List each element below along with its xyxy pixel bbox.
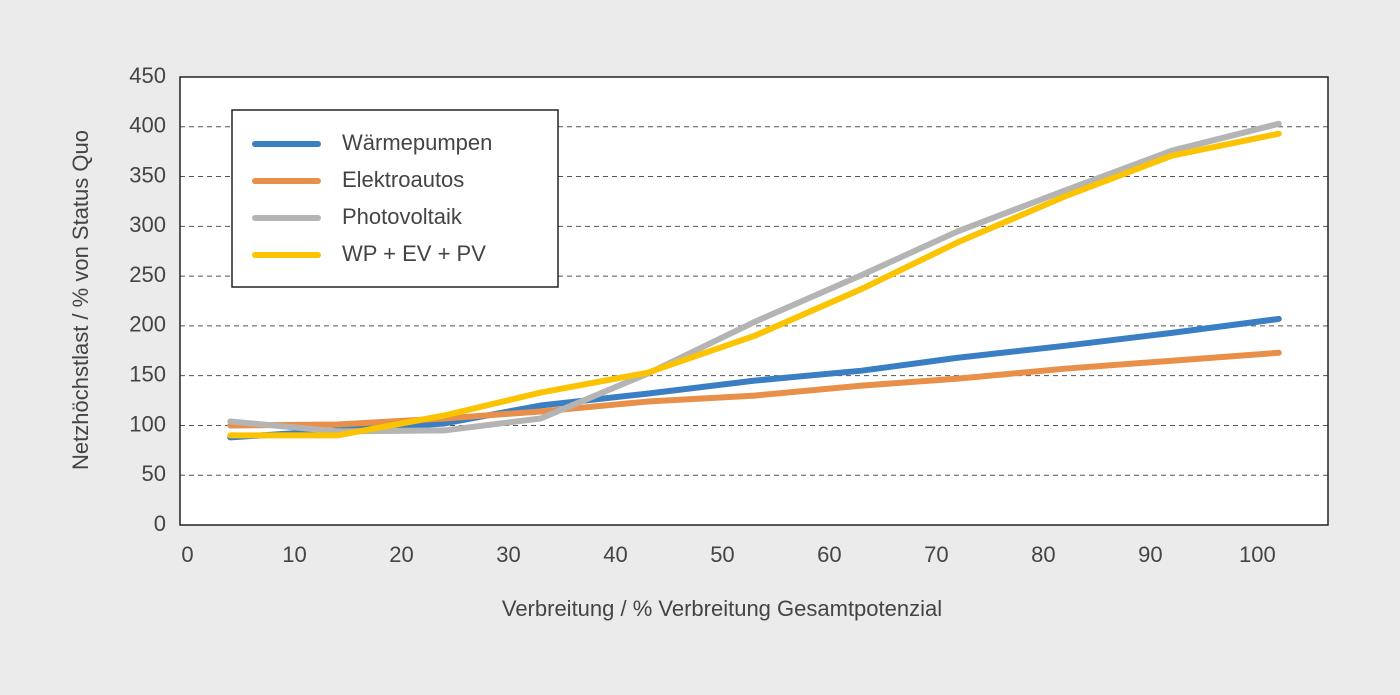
plot-frame xyxy=(179,76,1329,526)
x-tick-label: 0 xyxy=(181,542,193,567)
x-tick-label: 90 xyxy=(1138,542,1162,567)
x-tick-label: 30 xyxy=(496,542,520,567)
x-axis-title: Verbreitung / % Verbreitung Gesamtpotenz… xyxy=(502,596,942,621)
y-tick-label: 350 xyxy=(129,162,166,187)
series-line xyxy=(227,315,1282,441)
legend: Wärmepumpen Elektroautos Photovoltaik WP + … xyxy=(231,109,559,288)
x-tick-label: 50 xyxy=(710,542,734,567)
y-tick-label: 400 xyxy=(129,113,166,138)
x-tick-label: 10 xyxy=(282,542,306,567)
x-tick-label: 70 xyxy=(924,542,948,567)
y-tick-label: 200 xyxy=(129,312,166,337)
x-tick-label: 80 xyxy=(1031,542,1055,567)
legend-label: Elektroautos xyxy=(342,167,464,192)
series-line xyxy=(227,130,1282,439)
y-tick-label: 50 xyxy=(142,461,166,486)
x-tick-label: 100 xyxy=(1239,542,1276,567)
y-tick-label: 450 xyxy=(129,63,166,88)
y-tick-label: 250 xyxy=(129,262,166,287)
legend-label: Wärmepumpen xyxy=(342,130,492,155)
legend-label: Photovoltaik xyxy=(342,204,463,229)
x-tick-label: 40 xyxy=(603,542,627,567)
y-tick-label: 0 xyxy=(154,511,166,536)
legend-label: WP + EV + PV xyxy=(342,241,486,266)
y-tick-label: 100 xyxy=(129,411,166,436)
x-tick-label: 20 xyxy=(389,542,413,567)
y-tick-label: 300 xyxy=(129,212,166,237)
y-axis-title: Netzhöchstlast / % von Status Quo xyxy=(68,130,93,470)
x-tick-label: 60 xyxy=(817,542,841,567)
lines xyxy=(227,120,1282,441)
y-tick-label: 150 xyxy=(129,361,166,386)
series-line xyxy=(227,120,1282,435)
